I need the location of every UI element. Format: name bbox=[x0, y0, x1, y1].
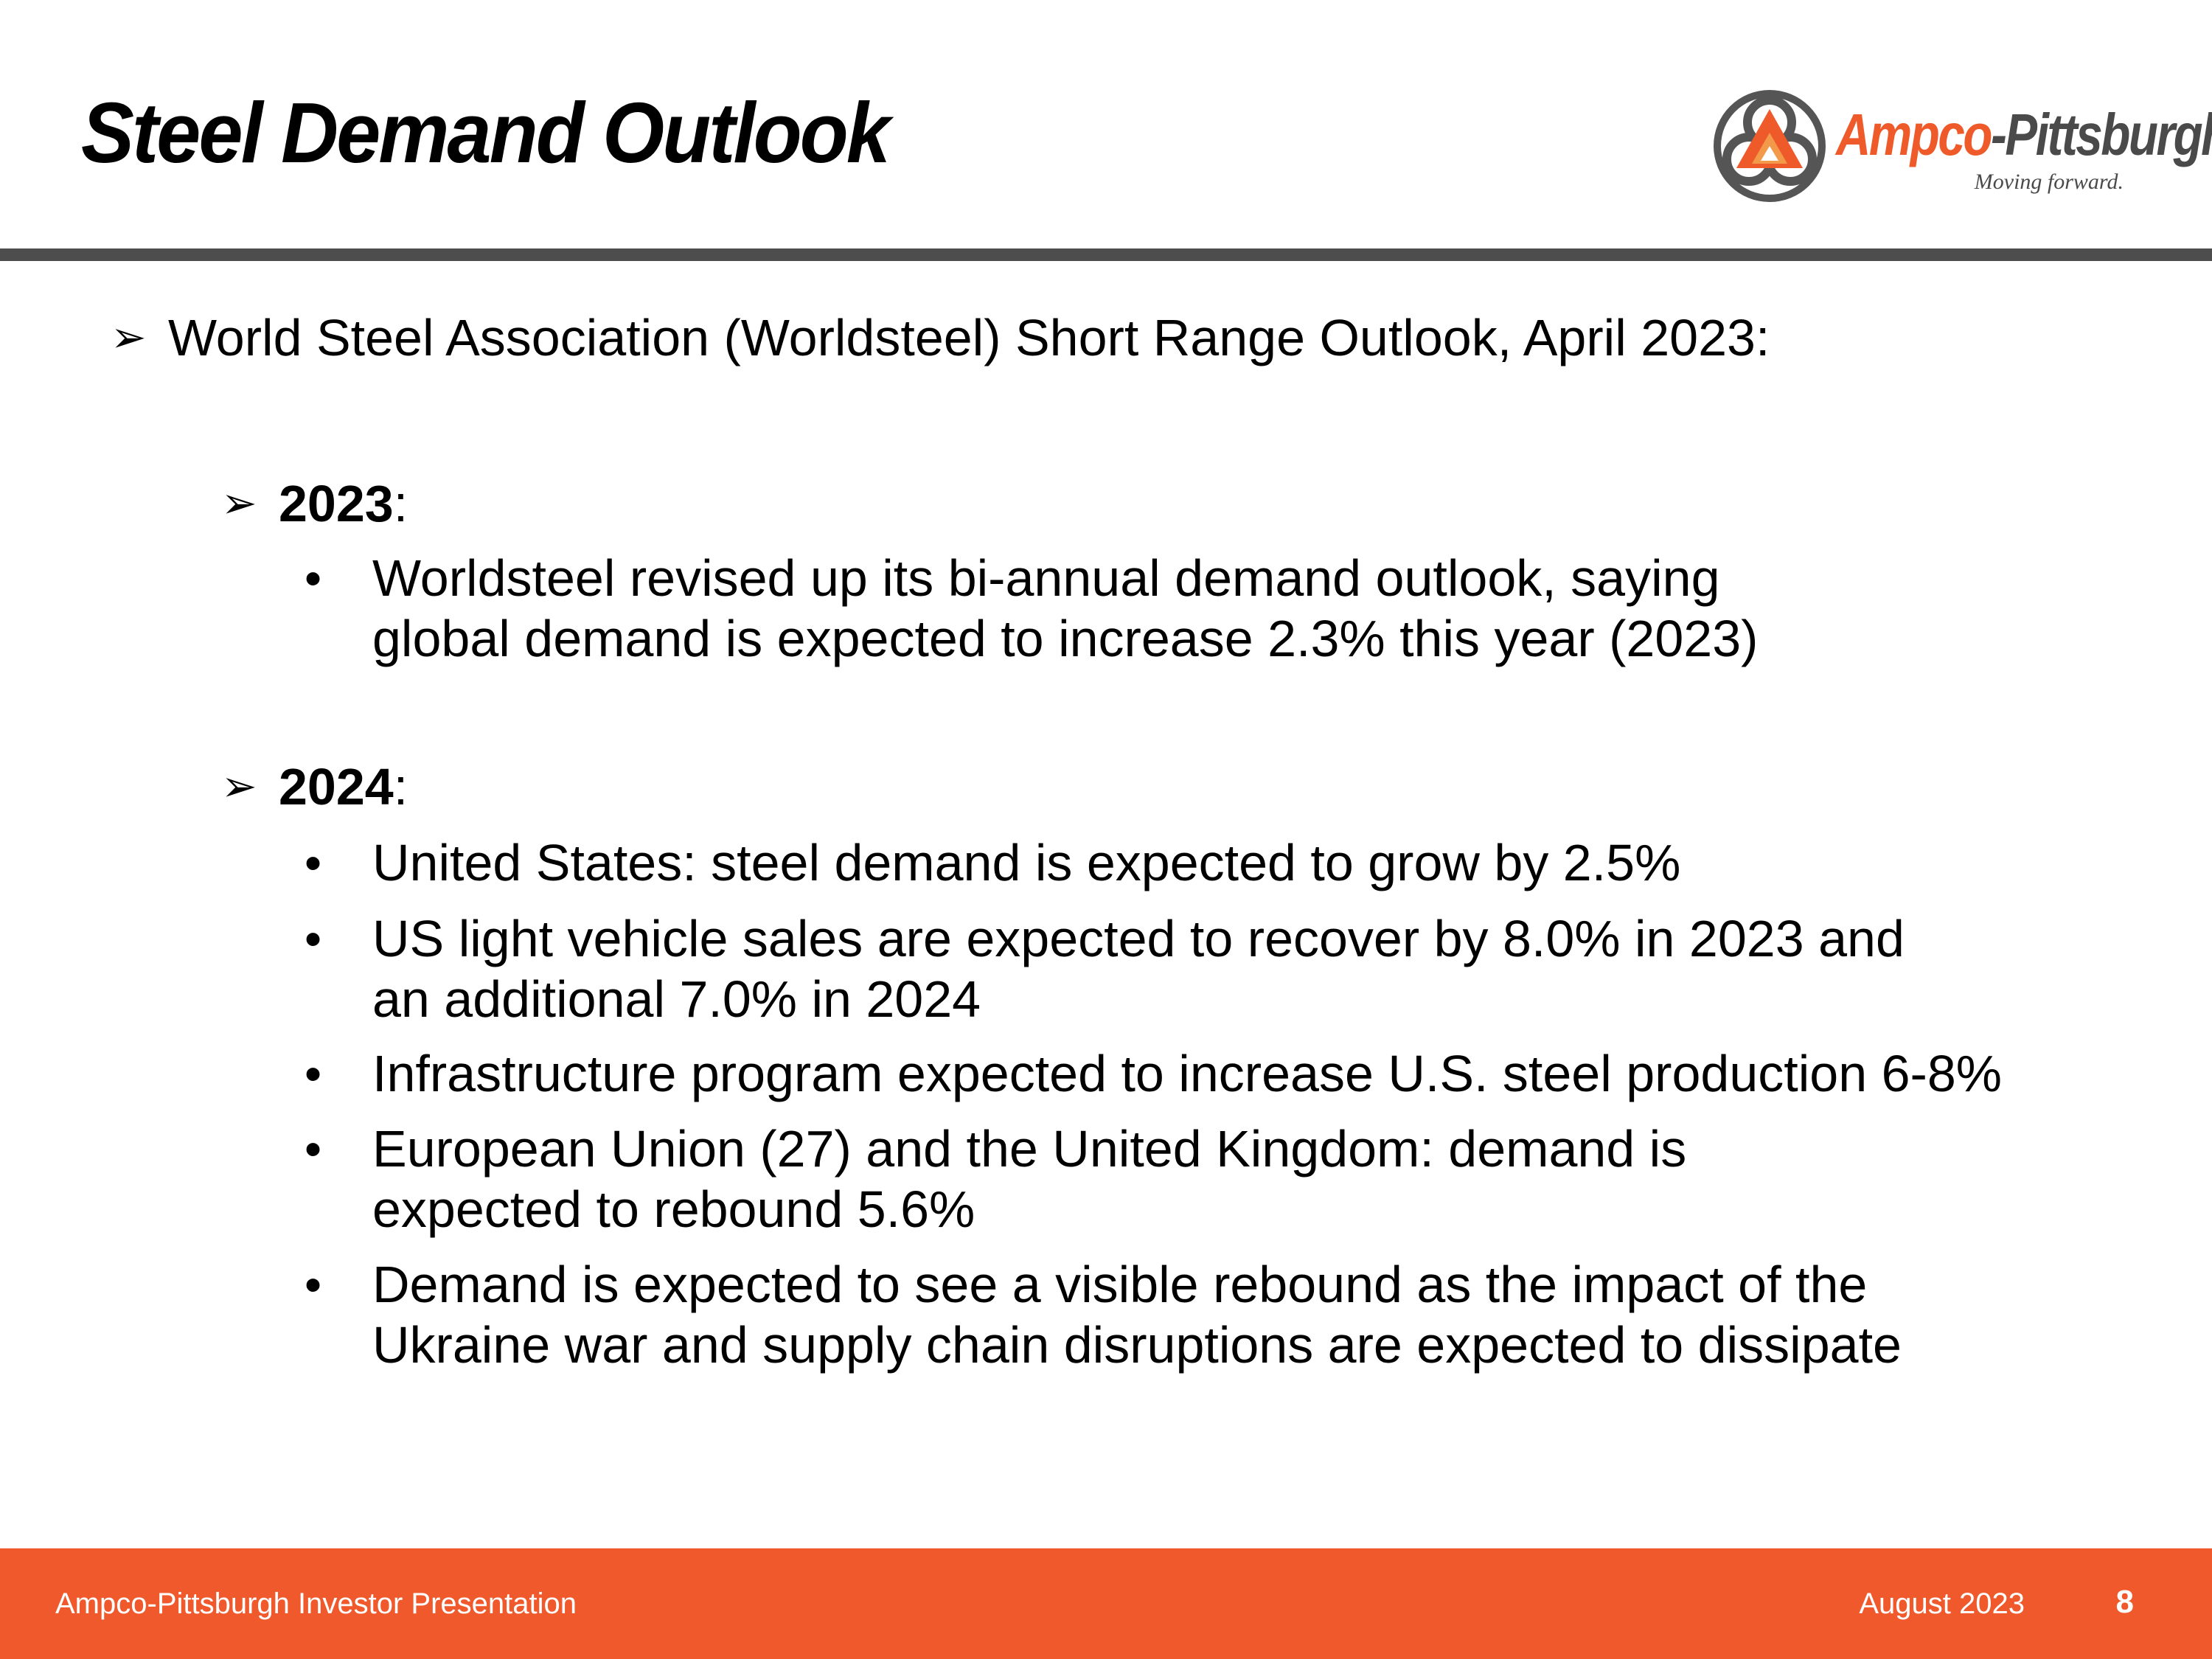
bullet-dot-icon: • bbox=[305, 551, 322, 605]
bullet-line: United States: steel demand is expected … bbox=[372, 834, 1681, 891]
bullet-line: expected to rebound 5.6% bbox=[372, 1180, 975, 1238]
intro-text: World Steel Association (Worldsteel) Sho… bbox=[168, 309, 1770, 366]
section-year: 2023 bbox=[279, 475, 394, 532]
bullet-dot-icon: • bbox=[305, 1046, 322, 1101]
arrow-bullet-icon: ➢ bbox=[111, 313, 147, 361]
bullet-dot-icon: • bbox=[305, 1257, 322, 1312]
bullet-line: Infrastructure program expected to incre… bbox=[372, 1045, 2002, 1102]
bullet-dot-icon: • bbox=[305, 1121, 322, 1176]
section-suffix: : bbox=[393, 475, 408, 532]
section-suffix: : bbox=[393, 758, 408, 815]
footer-date: August 2023 bbox=[1859, 1587, 2025, 1620]
slide-footer: Ampco-Pittsburgh Investor Presentation A… bbox=[0, 1548, 2212, 1659]
company-logo: Ampco-Pittsburgh Moving forward. bbox=[1711, 87, 2212, 205]
logo-wordmark: Ampco-Pittsburgh bbox=[1836, 102, 2212, 168]
page-number: 8 bbox=[2115, 1584, 2134, 1620]
slide-content: ➢ World Steel Association (Worldsteel) S… bbox=[111, 309, 2002, 1374]
section-heading-2024: 2024: bbox=[279, 757, 408, 816]
bullet-dot-icon: • bbox=[305, 911, 322, 966]
bullet-line: global demand is expected to increase 2.… bbox=[372, 610, 1759, 667]
slide-title: Steel Demand Outlook bbox=[81, 85, 891, 181]
logo-wordmark-ampco: Ampco bbox=[1836, 102, 1992, 167]
bullet-line: Demand is expected to see a visible rebo… bbox=[372, 1256, 1868, 1313]
section-year: 2024 bbox=[279, 758, 394, 815]
logo-wordmark-pittsburgh: -Pittsburgh bbox=[1991, 102, 2212, 167]
bullet-dot-icon: • bbox=[305, 835, 322, 890]
arrow-bullet-icon: ➢ bbox=[221, 762, 257, 810]
footer-presentation-name: Ampco-Pittsburgh Investor Presentation bbox=[55, 1587, 577, 1620]
bullet-line: European Union (27) and the United Kingd… bbox=[372, 1120, 1687, 1178]
section-heading-2023: 2023: bbox=[279, 474, 408, 533]
bullet-line: an additional 7.0% in 2024 bbox=[372, 970, 981, 1028]
bullet-line: Ukraine war and supply chain disruptions… bbox=[372, 1316, 1902, 1374]
bullet-line: Worldsteel revised up its bi-annual dema… bbox=[372, 549, 1720, 607]
ampco-logo-mark-icon bbox=[1714, 90, 1826, 202]
bullet-line: US light vehicle sales are expected to r… bbox=[372, 910, 1905, 967]
logo-tagline: Moving forward. bbox=[1974, 170, 2124, 194]
arrow-bullet-icon: ➢ bbox=[221, 479, 257, 527]
title-divider bbox=[0, 248, 2212, 261]
